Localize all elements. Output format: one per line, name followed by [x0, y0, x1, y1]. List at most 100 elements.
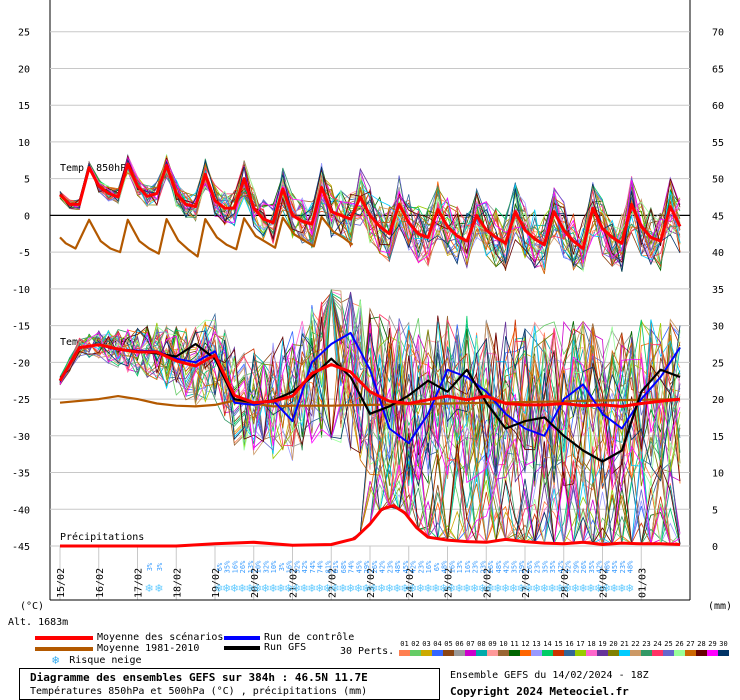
member-500-line: [59, 307, 681, 476]
snowflake-icon: ❄: [555, 582, 564, 595]
snowflake-icon: ❄: [416, 582, 425, 595]
legend-snow-label: Risque neige: [69, 654, 142, 666]
date-tick-label: 26/02: [482, 568, 493, 598]
perturbation-label: 25: [664, 640, 673, 648]
perturbation-swatch: [542, 650, 553, 656]
snowflake-icon: ❄: [362, 582, 371, 595]
snowflake-icon: ❄: [431, 582, 440, 595]
perturbation-swatch: [520, 650, 531, 656]
snow-risk-label: 13%: [247, 560, 255, 573]
legend-clim-label: Moyenne 1981-2010: [97, 643, 200, 654]
perturbation-swatch: [630, 650, 641, 656]
date-tick-label: 29/02: [599, 568, 610, 598]
snow-risk-label: 42%: [503, 560, 511, 573]
snowflake-icon: ❄: [532, 582, 541, 595]
perturbation-label: 05: [444, 640, 453, 648]
perturbation-label: 17: [576, 640, 585, 648]
snow-risk-label: 42%: [557, 560, 565, 573]
snow-risk-label: 23%: [619, 560, 627, 573]
right-tick-label: 0: [712, 542, 718, 553]
perturbation-swatch: [421, 650, 432, 656]
perturbation-swatch: [696, 650, 707, 656]
perturbation-swatch: [487, 650, 498, 656]
perturbation-swatch: [674, 650, 685, 656]
panel-label-850: Temp. 850hPa: [60, 163, 132, 174]
perturbation-label: 20: [609, 640, 618, 648]
snowflake-icon: ❄: [579, 582, 588, 595]
perturbation-swatch: [443, 650, 454, 656]
date-tick-label: 25/02: [444, 568, 455, 598]
left-unit: (°C): [20, 601, 45, 612]
snow-risk-label: 42%: [301, 560, 309, 573]
snow-risk-label: 23%: [534, 560, 542, 573]
right-tick-label: 25: [712, 358, 724, 369]
snowflake-icon: ❄: [300, 582, 309, 595]
snow-risk-label: 45%: [355, 560, 363, 573]
left-tick-label: 5: [24, 175, 30, 186]
snowflake-icon: ❄: [377, 582, 386, 595]
perturbation-label: 08: [477, 640, 486, 648]
left-tick-label: -15: [12, 322, 30, 333]
snow-risk-label: 16%: [286, 560, 294, 573]
legend-mean-label: Moyenne des scénarios: [97, 632, 224, 643]
snowflake-icon: ❄: [393, 582, 402, 595]
title-box: Diagramme des ensembles GEFS sur 384h : …: [19, 668, 440, 700]
snow-risk-label: 16%: [231, 560, 239, 573]
right-tick-label: 20: [712, 395, 724, 406]
legend-snow: ❄ Risque neige: [52, 653, 141, 667]
snowflake-icon: ❄: [346, 582, 355, 595]
right-unit: (mm): [708, 601, 733, 612]
snowflake-icon: ❄: [602, 582, 611, 595]
legend-control-label: Run de contrôle: [264, 632, 355, 643]
right-tick-label: 70: [712, 28, 724, 39]
perts-label: 30 Perts.: [340, 646, 395, 657]
snow-risk-label: 10%: [255, 560, 263, 573]
perturbation-swatch: [718, 650, 729, 656]
control-swatch: [224, 635, 260, 640]
perturbation-label: 14: [543, 640, 552, 648]
perturbation-swatch: [575, 650, 586, 656]
left-tick-label: 0: [24, 211, 30, 222]
perturbation-label: 06: [455, 640, 464, 648]
date-tick-label: 24/02: [405, 568, 416, 598]
snowflake-icon: ❄: [486, 582, 495, 595]
perturbation-label: 23: [642, 640, 651, 648]
snow-risk-label: 35%: [588, 560, 596, 573]
right-tick-label: 65: [712, 64, 724, 75]
series-850hPa-moyenne-1981-2010: [59, 215, 354, 258]
perturbation-swatch: [454, 650, 465, 656]
snow-risk-label: 48%: [495, 560, 503, 573]
snowflake-icon: ❄: [524, 582, 533, 595]
snow-risk-label: 45%: [402, 560, 410, 573]
snowflake-icon: ❄: [594, 582, 603, 595]
perturbation-label: 28: [697, 640, 706, 648]
snow-risk-label: 23%: [472, 560, 480, 573]
perturbation-label: 18: [587, 640, 596, 648]
snow-risk-label: 81%: [332, 560, 340, 573]
snow-risk-label: 68%: [340, 560, 348, 573]
date-tick-label: 18/02: [172, 568, 183, 598]
altitude-label: Alt. 1683m: [8, 617, 69, 628]
perturbation-swatch: [465, 650, 476, 656]
snow-risk-label: 48%: [394, 560, 402, 573]
right-tick-label: 40: [712, 248, 724, 259]
right-tick-label: 15: [712, 432, 724, 443]
right-tick-label: 5: [712, 505, 718, 516]
perturbation-label: 30: [719, 640, 728, 648]
snowflake-icon: ❄: [154, 582, 163, 595]
right-tick-label: 60: [712, 101, 724, 112]
member-500-line: [59, 289, 681, 470]
snowflake-icon: ❄: [610, 582, 619, 595]
perturbation-swatch: [586, 650, 597, 656]
perturbation-label: 19: [598, 640, 607, 648]
perturbation-swatch: [509, 650, 520, 656]
snow-risk-label: 10%: [270, 560, 278, 573]
perturbation-swatches: [399, 650, 729, 656]
run-info: Ensemble GEFS du 14/02/2024 - 18Z: [450, 670, 649, 681]
snowflake-icon: ❄: [493, 582, 502, 595]
snowflake-icon: ❄: [470, 582, 479, 595]
snow-risk-label: 32%: [262, 560, 270, 573]
left-tick-label: -20: [12, 358, 30, 369]
right-tick-label: 30: [712, 322, 724, 333]
snow-risk-label: 45%: [611, 560, 619, 573]
